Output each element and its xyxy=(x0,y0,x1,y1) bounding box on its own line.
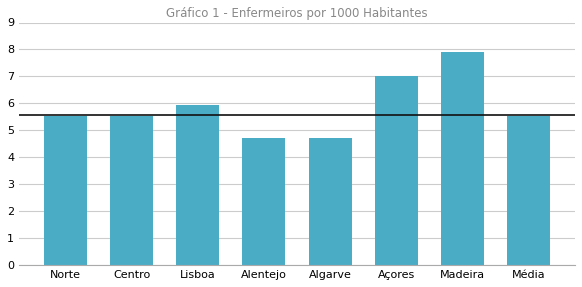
Bar xyxy=(111,116,153,265)
Bar xyxy=(441,52,484,265)
Bar xyxy=(243,138,285,265)
Bar xyxy=(176,105,219,265)
Title: Gráfico 1 - Enfermeiros por 1000 Habitantes: Gráfico 1 - Enfermeiros por 1000 Habitan… xyxy=(166,7,428,20)
Bar xyxy=(507,116,550,265)
Bar xyxy=(375,76,418,265)
Bar xyxy=(308,138,352,265)
Bar xyxy=(44,116,87,265)
